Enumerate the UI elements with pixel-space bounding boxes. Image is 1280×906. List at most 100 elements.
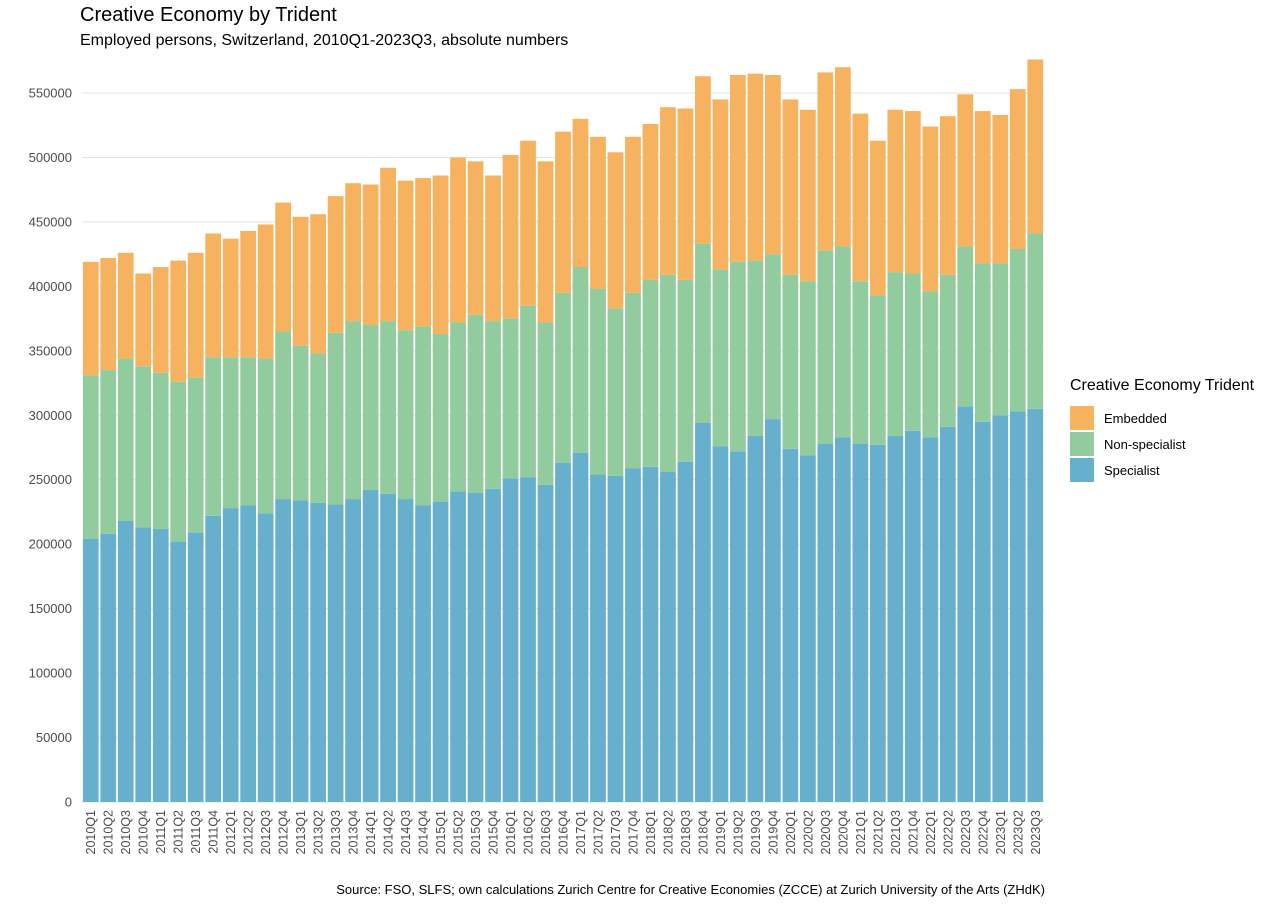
- bar-embedded: [485, 175, 501, 322]
- bar-non-specialist: [992, 263, 1009, 416]
- bar-specialist: [292, 500, 309, 802]
- bar-embedded: [852, 113, 869, 282]
- bar-non-specialist: [82, 375, 99, 540]
- legend-label-specialist: Specialist: [1104, 462, 1160, 478]
- bar-embedded: [800, 109, 816, 282]
- x-tick-label: 2018Q2: [661, 810, 675, 855]
- bar-embedded: [345, 183, 361, 322]
- x-tick-label: 2011Q2: [172, 810, 186, 854]
- bar-specialist: [222, 508, 239, 802]
- bar-non-specialist: [310, 353, 326, 503]
- bar-specialist: [677, 461, 694, 802]
- y-tick-label: 550000: [29, 86, 72, 101]
- x-tick-label: 2020Q3: [819, 810, 833, 855]
- bar-non-specialist: [817, 250, 834, 444]
- legend-swatch-non-specialist: [1070, 432, 1094, 456]
- y-tick-label: 100000: [29, 666, 72, 681]
- bar-embedded: [502, 154, 519, 319]
- bar-specialist: [642, 466, 659, 802]
- bar-embedded: [397, 180, 414, 331]
- x-tick-label: 2019Q2: [731, 810, 745, 855]
- bar-specialist: [730, 451, 746, 802]
- x-tick-label: 2015Q2: [452, 810, 466, 855]
- x-tick-label: 2018Q4: [696, 810, 710, 855]
- bar-specialist: [957, 406, 974, 802]
- bar-non-specialist: [747, 260, 764, 436]
- bar-specialist: [974, 421, 991, 802]
- legend: Creative Economy Trident Embedded Non-sp…: [1070, 377, 1254, 483]
- bar-embedded: [782, 99, 799, 275]
- x-tick-label: 2023Q1: [994, 810, 1008, 855]
- y-tick-label: 450000: [29, 214, 72, 229]
- bar-specialist: [152, 528, 169, 802]
- x-tick-label: 2021Q4: [906, 810, 920, 855]
- chart-subtitle: Employed persons, Switzerland, 2010Q1-20…: [80, 32, 569, 49]
- bar-embedded: [957, 94, 974, 247]
- y-tick-label: 350000: [29, 343, 72, 358]
- bar-specialist: [135, 527, 152, 802]
- bar-non-specialist: [485, 321, 501, 489]
- bar-embedded: [660, 107, 676, 275]
- bar-specialist: [397, 499, 414, 802]
- bar-non-specialist: [467, 314, 484, 493]
- bar-non-specialist: [345, 321, 361, 500]
- bar-non-specialist: [555, 292, 571, 463]
- bar-embedded: [415, 178, 431, 327]
- bar-embedded: [869, 140, 886, 296]
- bar-embedded: [817, 72, 834, 251]
- source-caption: Source: FSO, SLFS; own calculations Zuri…: [336, 882, 1045, 897]
- bar-non-specialist: [415, 326, 431, 506]
- x-tick-label: 2014Q4: [417, 810, 431, 855]
- bar-embedded: [625, 136, 641, 293]
- legend-item-embedded: Embedded: [1070, 405, 1254, 431]
- bar-non-specialist: [642, 279, 659, 467]
- x-tick-label: 2016Q4: [557, 810, 571, 855]
- bar-specialist: [904, 430, 921, 802]
- bar-embedded: [677, 108, 694, 280]
- legend-swatch-embedded: [1070, 406, 1094, 430]
- bar-non-specialist: [380, 321, 396, 494]
- bar-embedded: [170, 260, 187, 382]
- bar-specialist: [432, 501, 449, 802]
- bar-embedded: [974, 111, 991, 264]
- bar-non-specialist: [397, 330, 414, 500]
- x-tick-label: 2014Q3: [399, 810, 413, 855]
- x-tick-label: 2012Q1: [224, 810, 238, 855]
- y-tick-label: 50000: [36, 730, 72, 745]
- bar-specialist: [82, 539, 99, 802]
- x-tick-label: 2015Q4: [487, 810, 501, 855]
- bar-specialist: [782, 448, 799, 802]
- x-tick-label: 2016Q2: [522, 810, 536, 855]
- x-tick-label: 2020Q4: [836, 810, 850, 855]
- bar-non-specialist: [590, 288, 606, 475]
- bar-non-specialist: [1009, 248, 1026, 412]
- y-tick-label: 200000: [29, 537, 72, 552]
- bar-non-specialist: [782, 274, 799, 449]
- bar-embedded: [1027, 59, 1044, 234]
- bar-embedded: [1009, 89, 1026, 249]
- bar-non-specialist: [957, 246, 974, 407]
- bar-embedded: [187, 252, 204, 378]
- x-tick-label: 2010Q4: [137, 810, 151, 855]
- y-tick-label: 400000: [29, 279, 72, 294]
- bar-non-specialist: [432, 334, 449, 502]
- bar-non-specialist: [869, 295, 886, 445]
- bar-specialist: [695, 423, 711, 802]
- bar-specialist: [765, 419, 781, 802]
- x-tick-label: 2022Q3: [959, 810, 973, 855]
- bar-non-specialist: [292, 345, 309, 501]
- bar-embedded: [467, 161, 484, 315]
- x-tick-label: 2013Q2: [312, 810, 326, 855]
- x-tick-label: 2015Q1: [434, 810, 448, 855]
- bar-specialist: [939, 426, 956, 802]
- bar-non-specialist: [922, 291, 939, 438]
- bar-specialist: [502, 478, 519, 802]
- bar-non-specialist: [800, 281, 816, 456]
- bar-non-specialist: [660, 274, 676, 472]
- x-tick-label: 2023Q3: [1029, 810, 1043, 855]
- x-tick-label: 2012Q4: [277, 810, 291, 855]
- bar-non-specialist: [100, 370, 117, 534]
- x-tick-label: 2014Q1: [364, 810, 378, 855]
- bar-specialist: [537, 484, 554, 802]
- x-tick-label: 2011Q4: [207, 810, 221, 854]
